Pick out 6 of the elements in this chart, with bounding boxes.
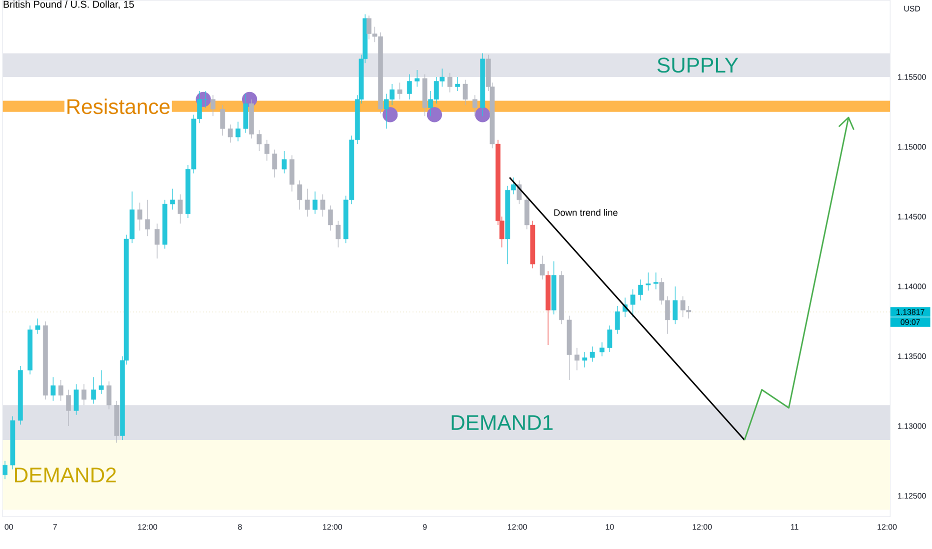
band-label: DEMAND2 [15,468,116,482]
annotation: Down trend line [554,209,618,216]
chart-title: British Pound / U.S. Dollar, 15 [4,0,134,10]
band-label: DEMAND1 [452,415,553,430]
band-label: Resistance [67,98,170,114]
band-label: SUPPLY [657,58,738,73]
